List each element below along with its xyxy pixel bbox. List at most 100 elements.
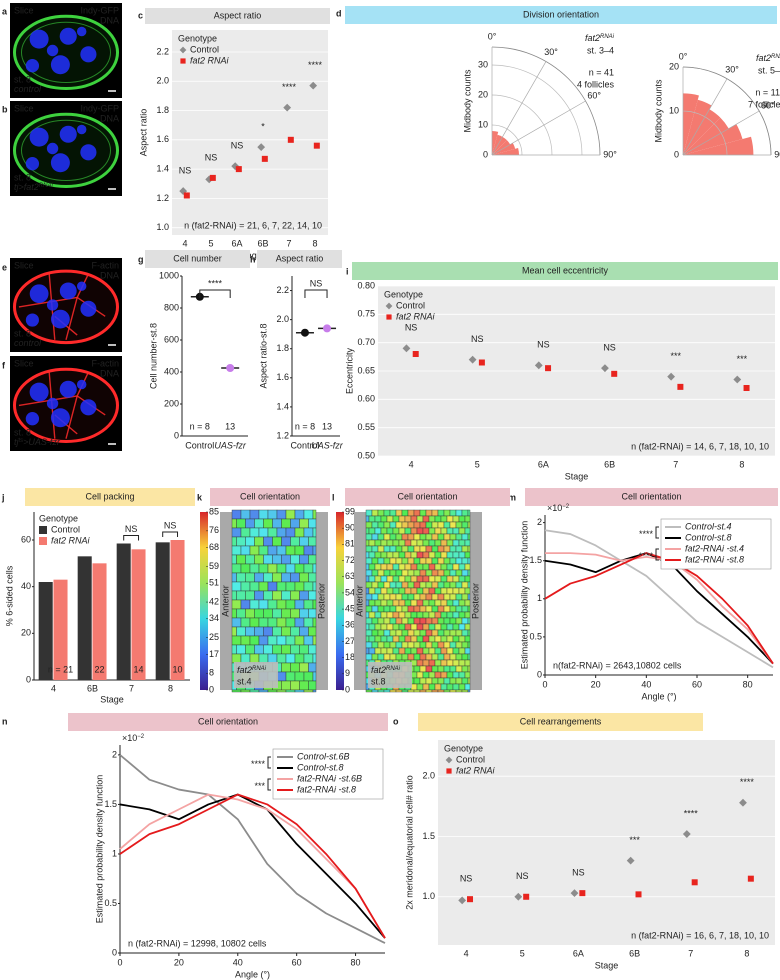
y-axis-label: Estimated probability density function — [519, 521, 529, 670]
cell — [377, 557, 385, 565]
cell — [419, 569, 427, 577]
cell — [380, 539, 388, 547]
cell — [383, 653, 391, 661]
cell — [413, 533, 421, 541]
cell — [452, 623, 460, 631]
significance-label: * — [261, 122, 265, 132]
cell — [380, 527, 388, 535]
cell — [276, 617, 287, 628]
y-tick-label: 0 — [112, 947, 117, 957]
nucleus — [50, 153, 70, 173]
info-label: st. 3–4 — [587, 45, 614, 55]
cell — [240, 617, 251, 628]
cell — [446, 515, 454, 523]
cell — [281, 662, 291, 673]
cell — [285, 635, 296, 646]
cell — [443, 545, 451, 553]
cell — [267, 617, 278, 628]
colorbar-tick-label: 9 — [345, 668, 350, 678]
legend-title: Genotype — [178, 33, 217, 43]
cell — [434, 671, 442, 679]
cell — [303, 689, 314, 693]
cell — [258, 563, 269, 574]
legend-label: Control-st.6B — [297, 751, 350, 761]
data-point — [231, 162, 240, 171]
cell — [258, 527, 269, 538]
cell — [461, 593, 469, 601]
cell — [431, 533, 439, 541]
cell — [272, 536, 282, 547]
legend-label: Control-st.4 — [685, 521, 732, 531]
bar — [155, 542, 170, 680]
cell — [422, 539, 430, 547]
x-tick-label: 6A — [538, 459, 549, 469]
cell — [440, 527, 448, 535]
cell — [428, 647, 436, 655]
data-point — [313, 142, 320, 149]
cell — [464, 635, 471, 643]
side-bar — [220, 512, 232, 690]
cell — [446, 683, 454, 691]
cell — [413, 629, 421, 637]
significance-label: NS — [231, 141, 244, 151]
cell — [458, 683, 466, 691]
panel-letter: k — [197, 492, 203, 502]
cell — [458, 527, 466, 535]
cell — [231, 626, 237, 637]
cell — [455, 617, 463, 625]
cell — [431, 593, 439, 601]
cell — [455, 581, 463, 589]
data-point — [261, 155, 268, 162]
grid-arc — [491, 124, 523, 156]
cell — [464, 623, 471, 631]
cell — [416, 515, 424, 523]
colorbar-tick-label: 17 — [209, 649, 219, 659]
follicle-inner — [20, 21, 112, 84]
data-point — [386, 314, 392, 320]
cell — [431, 569, 439, 577]
genotype-label-part: fat2 — [756, 53, 771, 63]
cell — [449, 545, 457, 553]
cell — [443, 629, 451, 637]
cell — [419, 677, 427, 685]
note: n (fat2-RNAi) = 16, 6, 7, 18, 10, 10 — [631, 930, 769, 940]
y-tick-label: 1.5 — [104, 799, 117, 809]
cell — [281, 626, 291, 637]
cell — [231, 581, 242, 592]
cell — [452, 563, 460, 571]
legend-label: Control-st.8 — [297, 762, 344, 772]
grid-arc — [682, 110, 728, 156]
cell — [452, 647, 460, 655]
x-tick-label: Control — [290, 440, 319, 450]
cell — [401, 545, 409, 553]
panel-title: Cell packing — [85, 491, 134, 501]
cell — [425, 617, 433, 625]
cell — [281, 680, 291, 691]
cell — [386, 551, 394, 559]
y-tick-label: 1 — [112, 848, 117, 858]
nucleus — [76, 379, 87, 390]
cell — [428, 611, 436, 619]
cell — [464, 683, 471, 691]
cell — [245, 572, 255, 583]
panel-letter: j — [1, 492, 5, 502]
cell — [428, 527, 436, 535]
cell — [467, 557, 471, 565]
cell — [389, 689, 397, 693]
cell — [386, 587, 394, 595]
cell — [365, 593, 373, 601]
cell — [294, 581, 305, 592]
cell — [368, 527, 376, 535]
cell — [395, 533, 403, 541]
cell — [294, 671, 305, 682]
cell — [365, 563, 370, 571]
y-tick-label: 1.0 — [422, 891, 435, 901]
cell — [236, 608, 246, 619]
cell — [449, 617, 457, 625]
cell — [299, 644, 309, 655]
y-tick-label: 30 — [478, 59, 488, 69]
cell — [413, 665, 421, 673]
cell — [374, 575, 382, 583]
genotype-label: tj>fat2RNAi — [14, 182, 53, 192]
cell — [464, 563, 471, 571]
